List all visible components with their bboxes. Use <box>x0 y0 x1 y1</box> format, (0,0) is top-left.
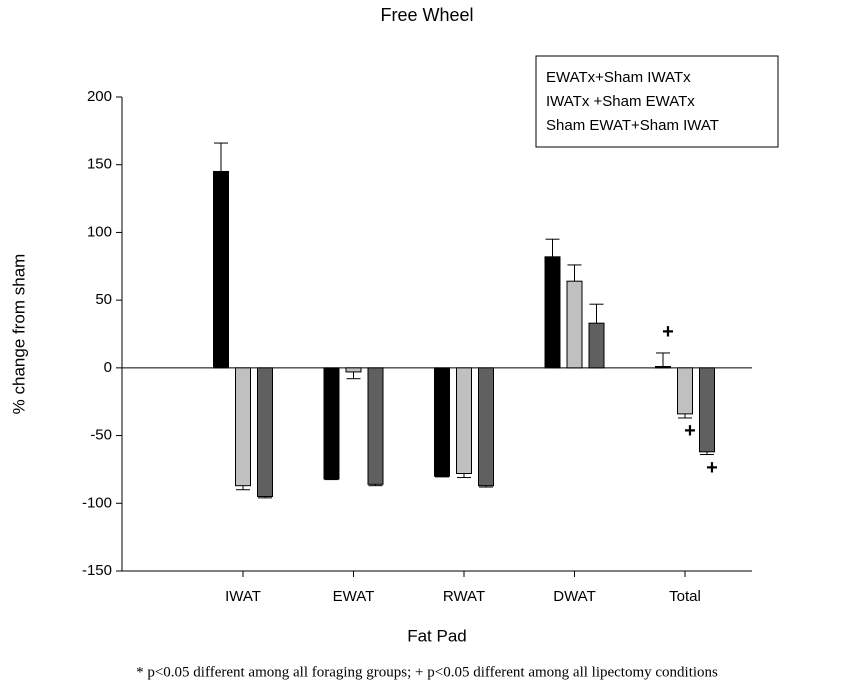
x-tick-label: RWAT <box>443 588 485 605</box>
bar <box>257 367 273 498</box>
bar <box>213 170 229 369</box>
bar <box>566 280 583 369</box>
annotation: + <box>662 321 674 343</box>
chart-title: Free Wheel <box>380 5 473 25</box>
y-tick-label: 150 <box>87 156 112 173</box>
bar <box>699 367 715 453</box>
bar <box>345 367 362 373</box>
legend-box <box>535 55 779 148</box>
bar <box>655 366 671 369</box>
bar <box>588 322 605 369</box>
x-tick-label: EWAT <box>333 588 375 605</box>
bar <box>235 367 251 487</box>
bar <box>456 367 472 474</box>
legend-label: EWATx+Sham IWATx <box>546 69 691 86</box>
legend-label: IWATx +Sham EWATx <box>546 93 695 110</box>
y-axis-title: % change from sham <box>9 254 28 415</box>
bar <box>323 367 340 480</box>
bar <box>677 367 693 415</box>
bar <box>544 256 561 369</box>
bar <box>367 367 384 485</box>
bar <box>478 367 494 487</box>
annotation: + <box>706 457 718 479</box>
footnote: * p<0.05 different among all foraging gr… <box>136 664 718 680</box>
y-tick-label: -150 <box>82 562 112 579</box>
y-tick-label: 200 <box>87 88 112 105</box>
y-tick-label: 100 <box>87 223 112 240</box>
x-tick-label: DWAT <box>553 588 596 605</box>
y-tick-label: -50 <box>90 427 112 444</box>
x-tick-label: Total <box>669 588 701 605</box>
y-tick-label: 50 <box>95 291 112 308</box>
legend-label: Sham EWAT+Sham IWAT <box>546 117 719 134</box>
y-tick-label: -100 <box>82 494 112 511</box>
annotation: + <box>684 420 696 442</box>
bar <box>434 367 450 477</box>
y-tick-label: 0 <box>104 359 112 376</box>
x-axis-title: Fat Pad <box>407 626 467 645</box>
x-tick-label: IWAT <box>225 588 261 605</box>
